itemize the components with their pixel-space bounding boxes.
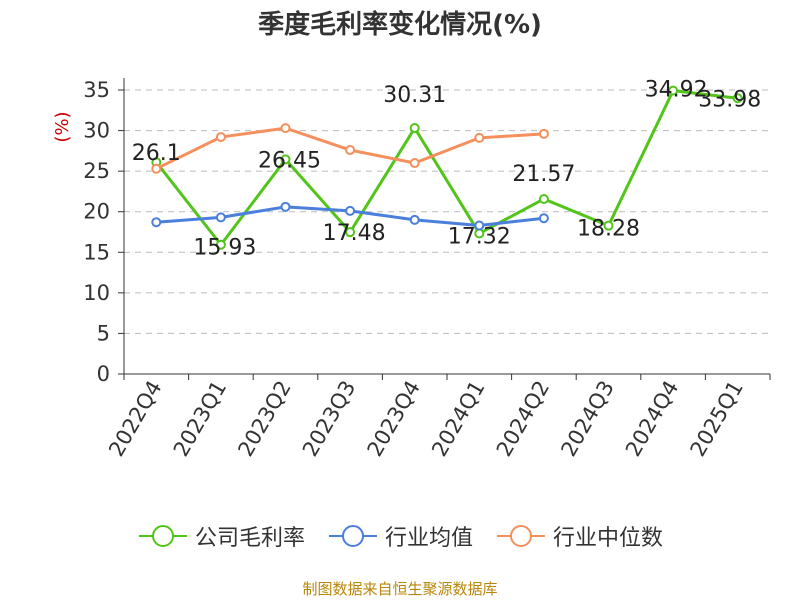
data-label: 30.31	[383, 83, 446, 108]
data-point	[215, 212, 226, 223]
y-tick-label: 20	[83, 200, 110, 224]
legend: 公司毛利率 行业均值 行业中位数	[0, 520, 800, 552]
x-tick-label: 2024Q4	[621, 377, 683, 461]
y-tick-label: 0	[97, 362, 110, 386]
x-tick-label: 2023Q3	[298, 377, 360, 461]
data-point	[215, 239, 226, 250]
data-label: 15.93	[193, 236, 256, 261]
legend-marker-icon	[497, 525, 545, 547]
x-tick-label: 2024Q1	[427, 377, 489, 461]
data-label: 26.1	[132, 141, 181, 166]
data-point	[151, 217, 162, 228]
x-tick-label: 2023Q4	[363, 377, 425, 461]
data-point	[409, 123, 420, 134]
x-tick-label: 2023Q2	[233, 377, 295, 461]
data-point	[280, 154, 291, 165]
data-point	[538, 128, 549, 139]
data-point	[409, 158, 420, 169]
data-label: 17.48	[323, 221, 386, 246]
data-point	[215, 132, 226, 143]
data-point	[345, 205, 356, 216]
legend-circle	[151, 525, 174, 547]
data-point	[280, 201, 291, 212]
data-point	[668, 85, 679, 96]
legend-circle	[510, 525, 532, 547]
y-tick-label: 5	[97, 321, 110, 345]
y-axis-label: (%)	[52, 111, 73, 142]
data-label: 18.28	[577, 217, 640, 242]
data-point	[603, 220, 614, 231]
legend-marker-icon	[328, 525, 377, 547]
data-point	[538, 213, 549, 224]
data-label: 17.32	[448, 224, 511, 249]
data-label: 26.45	[258, 148, 321, 173]
y-tick-label: 15	[83, 240, 110, 264]
data-point	[151, 163, 162, 174]
legend-marker-icon	[138, 525, 187, 547]
data-label: 21.57	[512, 162, 575, 187]
data-label: 33.98	[698, 87, 761, 112]
source-note: 制图数据来自恒生聚源数据库	[302, 580, 498, 598]
y-tick-label: 30	[83, 119, 110, 143]
x-tick-label: 2024Q2	[492, 377, 554, 461]
series-line	[155, 89, 738, 247]
data-point	[409, 214, 420, 225]
legend-label: 公司毛利率	[194, 526, 305, 551]
legend-item[interactable]: 行业中位数	[495, 520, 663, 552]
legend-item[interactable]: 公司毛利率	[137, 520, 305, 552]
x-tick-label: 2023Q1	[169, 377, 231, 461]
data-point	[732, 93, 743, 104]
y-tick-label: 10	[83, 281, 110, 305]
series-layer	[151, 85, 743, 250]
x-tick-label: 2022Q4	[104, 377, 166, 461]
legend-item[interactable]: 行业均值	[327, 520, 473, 552]
y-tick-label: 35	[83, 78, 110, 102]
data-point	[345, 145, 356, 156]
y-tick-label: 25	[83, 159, 110, 183]
data-labels: 26.1 15.93 26.45 17.48 30.31 17.32 21.57 18.28 3…	[132, 78, 761, 261]
data-label: 34.92	[645, 78, 708, 103]
legend-circle	[341, 525, 364, 547]
data-point	[474, 220, 485, 231]
legend-label: 行业中位数	[553, 526, 664, 551]
data-point	[538, 193, 549, 204]
legend-label: 行业均值	[384, 526, 473, 551]
data-point	[280, 123, 291, 134]
grid-lines	[124, 89, 770, 334]
chart-title: 季度毛利率变化情况(%)	[258, 10, 542, 40]
data-point	[474, 132, 485, 143]
x-tick-label: 2025Q1	[686, 377, 748, 461]
x-tick-label: 2024Q3	[556, 377, 618, 461]
data-point	[345, 227, 356, 238]
